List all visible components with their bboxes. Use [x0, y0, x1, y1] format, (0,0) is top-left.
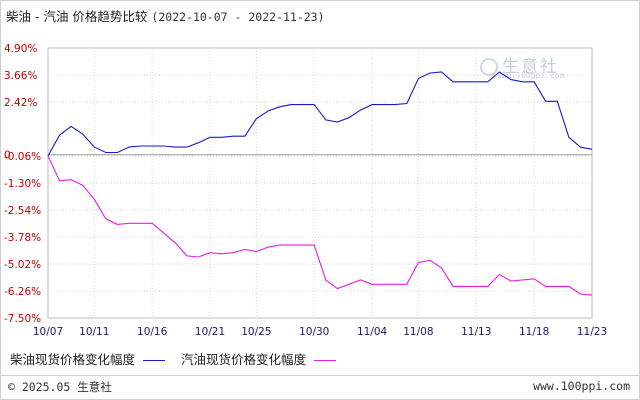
- legend-item-gasoline: 汽油现货价格变化幅度: [181, 349, 337, 368]
- x-tick-label: 10/30: [299, 326, 329, 338]
- watermark-text: 生意社: [502, 57, 559, 77]
- y-tick-label: -0.06%: [4, 151, 41, 163]
- x-tick-label: 10/16: [137, 326, 168, 338]
- footer-divider: [0, 375, 640, 376]
- x-tick-label: 11/18: [519, 326, 549, 338]
- x-tick-label: 11/23: [577, 326, 607, 338]
- plot-area-border: [47, 47, 593, 319]
- watermark-url: www.100ppi.com: [497, 71, 565, 80]
- y-tick-label: -3.78%: [4, 232, 41, 244]
- y-tick-label: 0: [4, 150, 11, 162]
- x-tick-label: 11/08: [403, 326, 433, 338]
- x-tick-label: 10/07: [33, 326, 63, 338]
- chart-title-range: (2022-10-07 - 2022-11-23): [151, 10, 325, 24]
- y-tick-label: 2.42%: [4, 97, 37, 109]
- y-tick-label: 4.90%: [4, 43, 37, 55]
- y-tick-label: 3.66%: [4, 70, 37, 82]
- y-tick-label: -1.30%: [4, 178, 41, 190]
- chart-title: 柴油 - 汽油 价格趋势比较 (2022-10-07 - 2022-11-23): [6, 6, 325, 25]
- chart-legend: 柴油现货价格变化幅度 汽油现货价格变化幅度: [10, 349, 348, 368]
- y-tick-label: -7.50%: [4, 313, 41, 325]
- series-line-gasoline: [47, 155, 593, 296]
- legend-swatch-gasoline: [314, 360, 337, 361]
- legend-label-diesel: 柴油现货价格变化幅度: [10, 352, 136, 367]
- legend-label-gasoline: 汽油现货价格变化幅度: [181, 352, 307, 367]
- footer-site-link[interactable]: www.100ppi.com: [533, 379, 630, 393]
- y-tick-label: -5.02%: [4, 259, 41, 271]
- x-tick-label: 10/25: [241, 326, 271, 338]
- footer-copyright: © 2025.05 生意社: [8, 380, 112, 394]
- legend-item-diesel: 柴油现货价格变化幅度: [10, 349, 166, 368]
- chart-title-main: 柴油 - 汽油 价格趋势比较: [6, 9, 148, 24]
- legend-swatch-diesel: [143, 360, 166, 361]
- y-tick-label: -6.26%: [4, 286, 41, 298]
- x-tick-label: 11/13: [461, 326, 491, 338]
- y-tick-label: -2.54%: [4, 205, 41, 217]
- x-tick-label: 10/21: [195, 326, 225, 338]
- x-tick-label: 10/11: [79, 326, 109, 338]
- series-line-diesel: [47, 71, 593, 157]
- x-tick-label: 11/04: [357, 326, 388, 338]
